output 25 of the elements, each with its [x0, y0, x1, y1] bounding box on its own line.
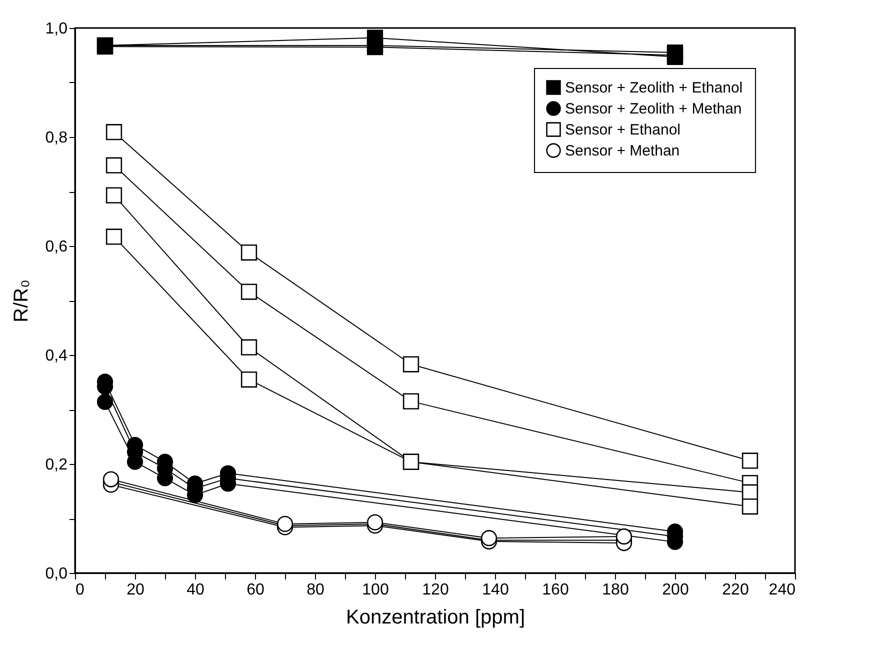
y-tick-label: 0,6	[45, 238, 68, 256]
x-tick-label: 200	[662, 582, 689, 598]
x-tick-label: 80	[306, 582, 324, 598]
y-axis-title: R/R₀	[10, 280, 32, 322]
legend-label: Sensor + Zeolith + Methan	[565, 100, 742, 118]
x-tick-label: 140	[482, 582, 509, 598]
x-tick-label: 240	[768, 582, 796, 598]
legend-label: Sensor + Methan	[565, 142, 680, 160]
y-tick-label: 0,0	[45, 566, 68, 582]
y-tick-label: 1,0	[45, 20, 68, 38]
x-tick-label: 220	[722, 582, 749, 598]
legend-label: Sensor + Ethanol	[565, 122, 680, 138]
y-tick-label: 0,8	[45, 130, 68, 146]
x-tick-label: 20	[126, 582, 144, 598]
x-tick-label: 40	[186, 582, 204, 598]
x-tick-label: 180	[602, 582, 629, 598]
y-tick-label: 0,2	[45, 456, 68, 474]
x-tick-label: 100	[362, 582, 389, 598]
y-tick-label: 0,4	[45, 348, 68, 364]
x-tick-label: 60	[246, 582, 264, 598]
x-tick-label: 160	[542, 582, 569, 598]
legend-label: Sensor + Zeolith + Ethanol	[565, 80, 743, 96]
x-tick-label: 0	[76, 582, 84, 598]
x-tick-label: 120	[422, 582, 449, 598]
x-axis-title: Konzentration [ppm]	[346, 606, 525, 628]
